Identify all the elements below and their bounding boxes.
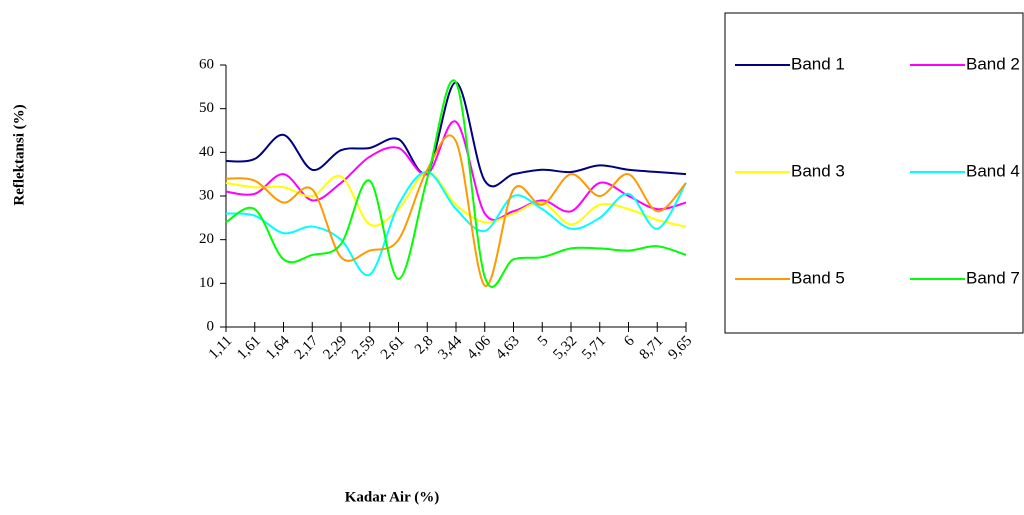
x-tick-label: 2,61 [378, 333, 408, 363]
y-tick-label: 10 [199, 275, 214, 291]
x-tick-label: 4,06 [464, 333, 494, 363]
series-line [225, 79, 687, 288]
series-line [225, 134, 687, 287]
legend-label: Band 4 [966, 161, 1020, 180]
x-tick-label: 1,11 [206, 333, 235, 362]
x-tick-label: 9,65 [665, 333, 695, 363]
x-tick-label: 1,64 [263, 333, 293, 363]
y-tick-label: 0 [207, 318, 215, 334]
x-tick-label: 5,32 [550, 333, 580, 363]
series-line [225, 170, 687, 228]
y-tick-label: 30 [199, 187, 214, 203]
y-tick-label: 40 [199, 144, 214, 160]
x-tick-label: 2,59 [349, 333, 379, 363]
x-axis-title: Kadar Air (%) [345, 489, 439, 505]
x-tick-label: 2,8 [412, 333, 437, 358]
x-tick-label: 8,71 [637, 333, 667, 363]
x-tick-label: 2,29 [320, 333, 350, 363]
legend-label: Band 5 [791, 268, 845, 287]
legend-label: Band 7 [966, 268, 1020, 287]
legend-label: Band 1 [791, 54, 845, 73]
x-tick-label: 5 [535, 333, 552, 350]
y-tick-label: 60 [199, 56, 214, 72]
legend-label: Band 2 [966, 54, 1020, 73]
x-tick-label: 4,63 [493, 333, 523, 363]
legend-label: Band 3 [791, 161, 845, 180]
x-tick-label: 1,61 [234, 333, 264, 363]
series-line [225, 170, 687, 277]
y-tick-label: 50 [199, 100, 214, 116]
x-tick-label: 2,17 [292, 333, 322, 363]
y-tick-label: 20 [199, 231, 214, 247]
x-tick-label: 6 [621, 333, 638, 350]
x-tick-label: 3,44 [435, 333, 465, 363]
series-line [225, 120, 687, 221]
y-axis-title: Reflektansi (%) [11, 104, 27, 205]
series-line [225, 81, 687, 188]
x-tick-label: 5,71 [579, 333, 609, 363]
